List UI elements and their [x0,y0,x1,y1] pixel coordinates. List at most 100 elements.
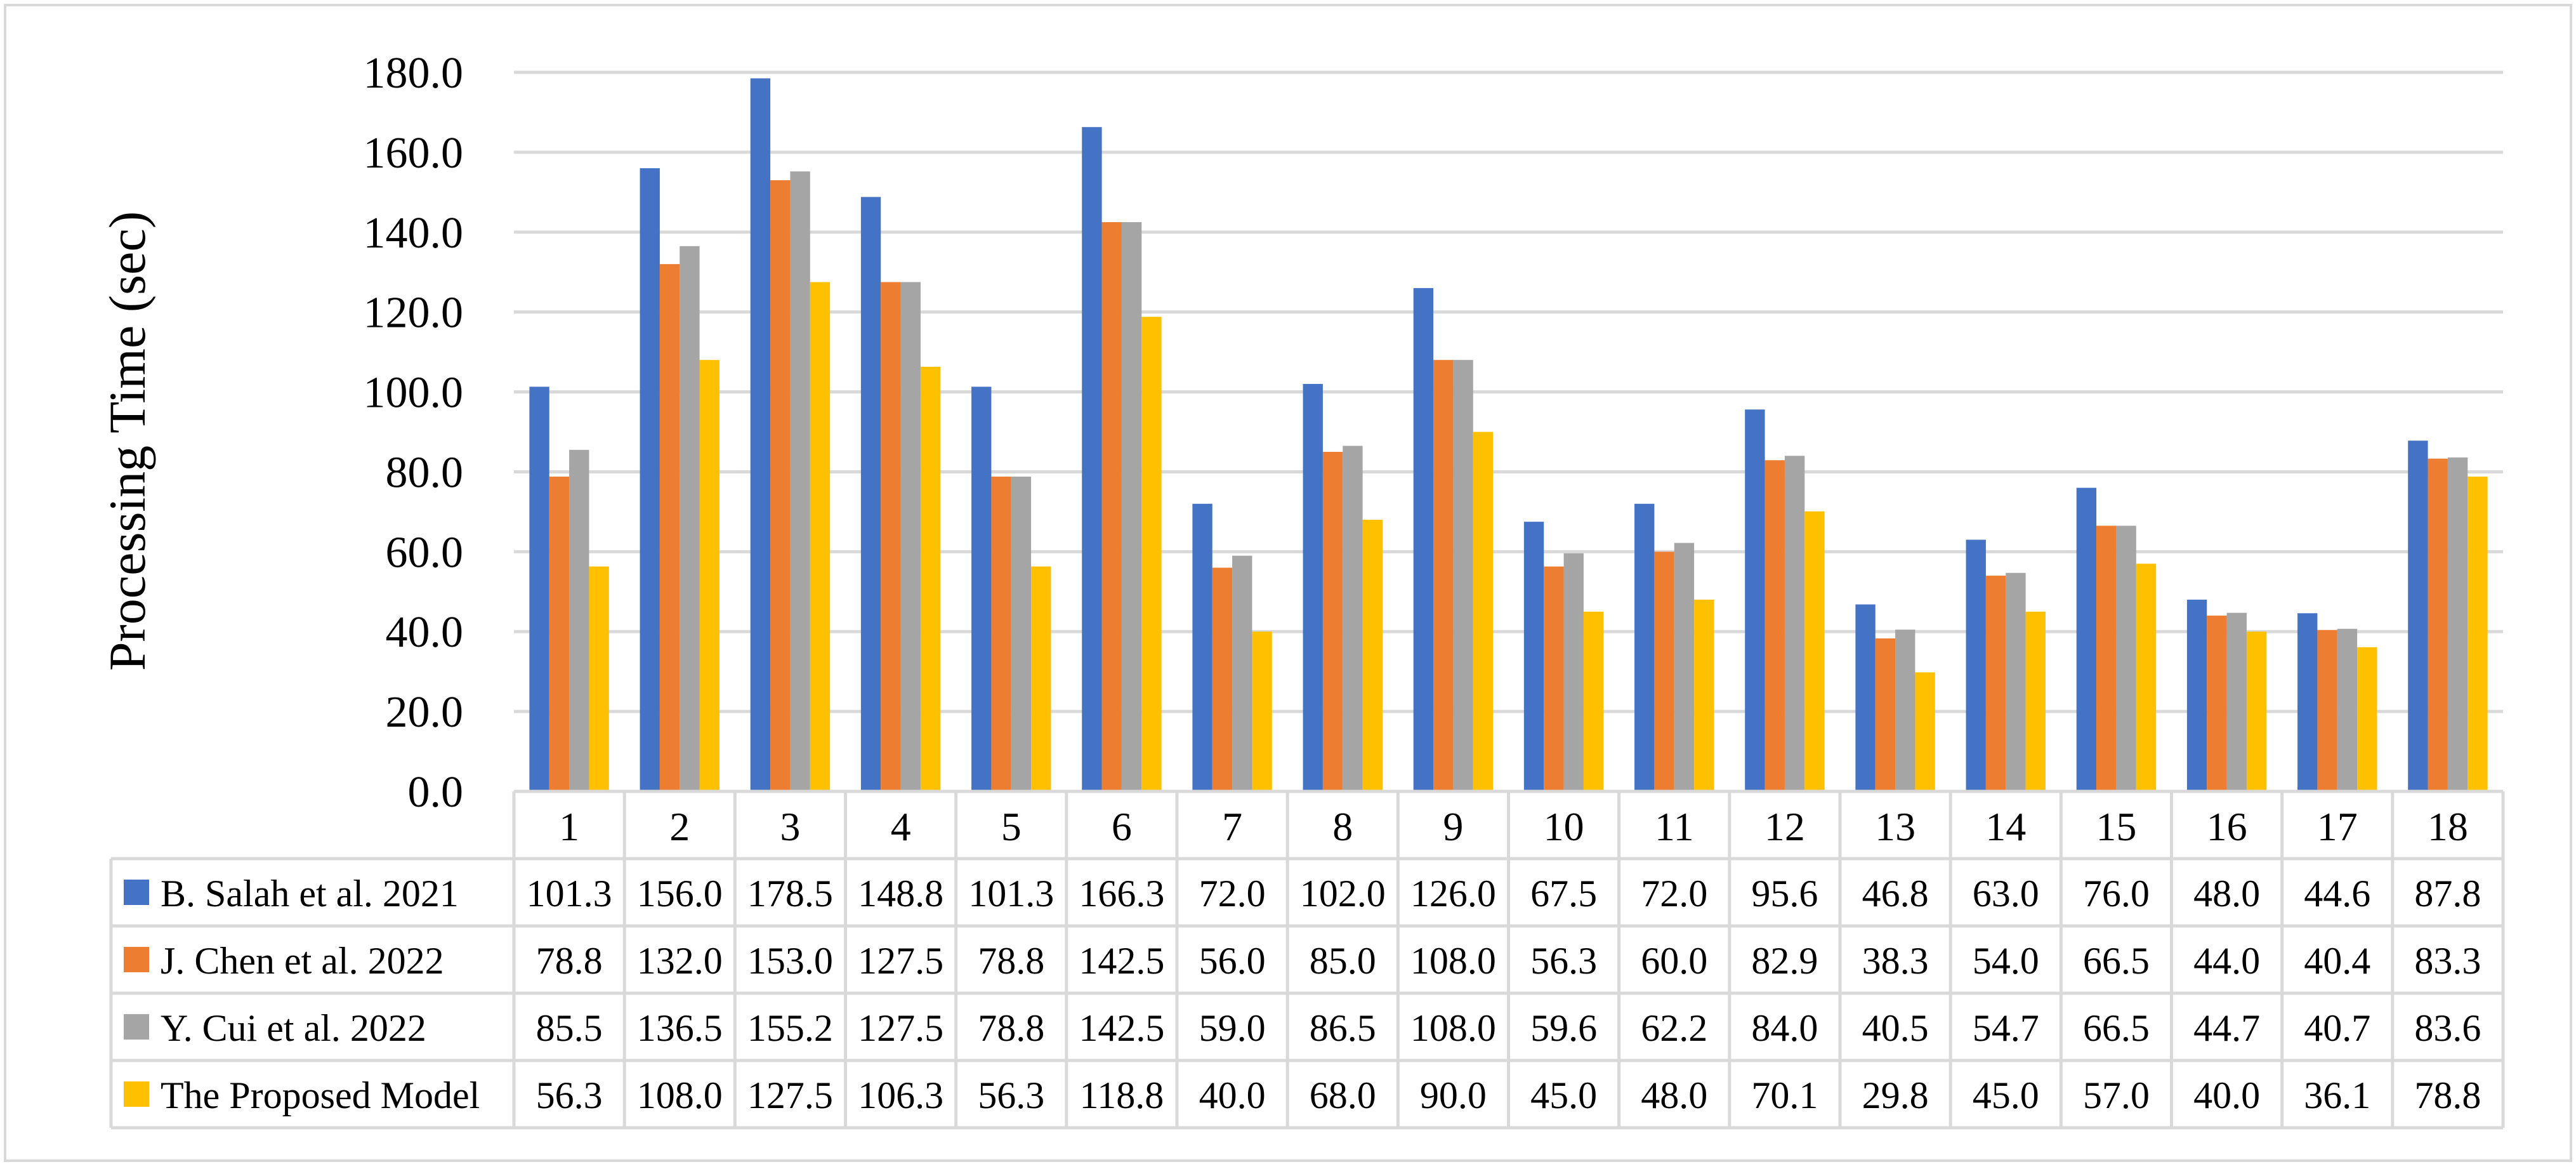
bar [2447,457,2468,791]
y-tick-label: 80.0 [386,448,464,497]
data-label: 132.0 [637,940,723,982]
bar [2246,631,2267,791]
y-tick-label: 60.0 [386,528,464,577]
data-label: 72.0 [1199,873,1266,915]
x-tick-label: 3 [780,804,800,849]
data-label: 36.1 [2304,1074,2370,1116]
bar [2136,564,2157,791]
bar [2408,440,2428,791]
bar [1563,553,1584,791]
bar [1745,409,1765,791]
y-axis: 0.0 20.0 40.0 60.0 80.0 100.0 120.0 140.0 160.0 1… [364,49,464,817]
data-label: 66.5 [2083,940,2150,982]
data-label: 78.8 [536,940,603,982]
bar [1433,360,1454,791]
x-tick-label: 12 [1764,804,1805,849]
bar [1322,451,1343,791]
data-label: 78.8 [978,1007,1044,1049]
bar [1232,555,1252,791]
data-label: 127.5 [858,1007,943,1049]
legend-key [124,1014,149,1040]
bar [1141,317,1162,792]
bar [549,476,570,791]
data-label: 56.3 [536,1074,603,1116]
data-label: 46.8 [1862,873,1929,915]
x-tick-label: 5 [1001,804,1022,849]
bar [1031,566,1051,791]
bar [1303,383,1323,791]
data-label: 40.0 [1199,1074,1266,1116]
bar [1674,543,1695,791]
y-tick-label: 180.0 [364,49,464,98]
data-label: 101.3 [527,873,612,915]
bars [529,78,2488,792]
data-label: 66.5 [2083,1007,2150,1049]
bar [1362,519,1383,791]
bar [529,386,549,791]
data-label: 83.3 [2414,940,2481,982]
y-tick-label: 160.0 [364,129,464,178]
bar [2186,599,2207,791]
data-label: 102.0 [1300,873,1386,915]
legend-label: B. Salah et al. 2021 [161,873,459,915]
x-tick-label: 8 [1332,804,1353,849]
bar [1985,576,2006,791]
data-label: 166.3 [1079,873,1164,915]
data-label: 54.0 [1973,940,2039,982]
bar [1523,522,1544,791]
bar [1804,511,1825,791]
bar [860,197,881,791]
bar [1252,631,1272,791]
data-label: 40.0 [2193,1074,2260,1116]
data-label: 82.9 [1751,940,1818,982]
data-label: 83.6 [2414,1007,2481,1049]
bar [1082,127,1102,791]
bar [2226,612,2247,791]
bar [971,386,992,791]
data-label: 136.5 [637,1007,723,1049]
bar [1895,630,1916,791]
bar [2116,525,2136,791]
bar [2297,613,2318,791]
bar [2207,616,2227,791]
x-tick-label: 2 [669,804,690,849]
legend-key [124,880,149,905]
data-label: 85.5 [536,1007,603,1049]
data-label: 70.1 [1751,1074,1818,1116]
data-label: 178.5 [747,873,833,915]
legend-key [124,947,149,972]
data-label: 148.8 [858,873,943,915]
bar [1583,611,1604,791]
data-label: 60.0 [1641,940,1707,982]
bar [680,246,700,791]
x-tick-label: 14 [1985,804,2026,849]
data-label: 59.0 [1199,1007,1266,1049]
y-tick-label: 120.0 [364,289,464,338]
y-tick-label: 0.0 [408,768,464,817]
bar [1544,566,1564,791]
x-tick-label: 13 [1875,804,1916,849]
bar [1121,222,1142,792]
bar [1453,360,1473,791]
bar [1413,287,1434,791]
bar [1654,551,1674,791]
x-tick-label: 7 [1222,804,1242,849]
bar [659,264,680,792]
y-tick-label: 40.0 [386,608,464,657]
data-label: 68.0 [1310,1074,1376,1116]
data-label: 40.7 [2304,1007,2370,1049]
data-label: 48.0 [1641,1074,1707,1116]
legend-key [124,1081,149,1107]
data-label: 153.0 [747,940,833,982]
data-label: 45.0 [1973,1074,2039,1116]
data-label: 54.7 [1973,1007,2039,1049]
data-label: 59.6 [1530,1007,1597,1049]
x-tick-label: 4 [891,804,911,849]
data-label: 85.0 [1310,940,1376,982]
data-label: 48.0 [2193,873,2260,915]
x-tick-label: 9 [1443,804,1463,849]
data-label: 156.0 [637,873,723,915]
bar [1855,604,1876,791]
bar [569,449,589,791]
